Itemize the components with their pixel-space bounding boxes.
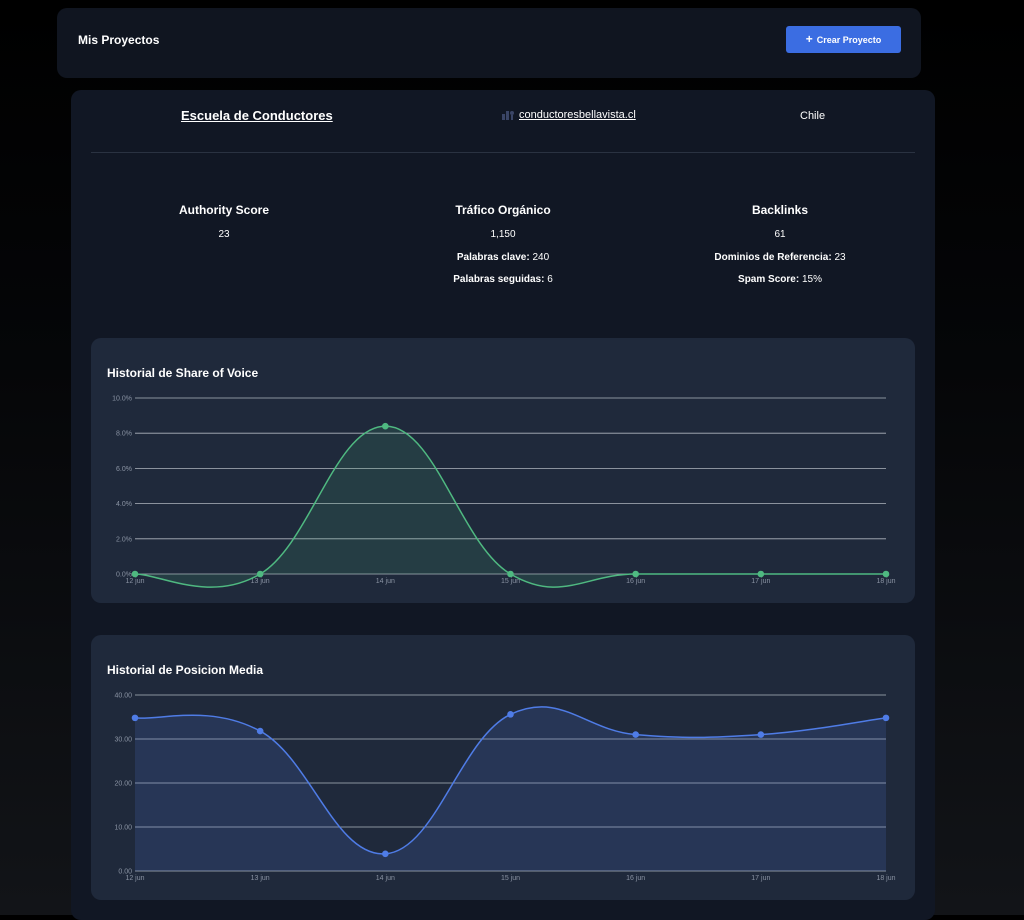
series-area xyxy=(135,426,886,588)
create-project-button[interactable]: + Crear Proyecto xyxy=(786,26,901,53)
y-tick-label: 20.00 xyxy=(114,781,132,788)
share-of-voice-title: Historial de Share of Voice xyxy=(107,366,259,380)
referring-domains-label: Dominios de Referencia: xyxy=(714,252,832,263)
data-point[interactable] xyxy=(632,731,639,738)
data-point[interactable] xyxy=(882,714,890,722)
authority-score-block: Authority Score 23 xyxy=(94,203,354,240)
average-position-chart: 0.00 10.00 20.00 30.00 40.00 12 jun 13 jun 14 j… xyxy=(114,693,895,883)
x-tick-label: 17 jun xyxy=(751,875,770,882)
x-tick-label: 13 jun xyxy=(251,875,270,882)
page-title: Mis Proyectos xyxy=(78,33,160,47)
authority-score-label: Authority Score xyxy=(178,203,269,217)
x-tick-label: 14 jun xyxy=(376,875,395,882)
share-of-voice-card: Historial de Share of Voice 0.0% 2.0% 4.0%… xyxy=(91,338,915,603)
x-tick-label: 15 jun xyxy=(501,875,520,882)
organic-traffic-block: Tráfico Orgánico 1,150 Palabras clave: 2… xyxy=(373,203,633,285)
project-domain[interactable]: conductoresbellavista.cl xyxy=(501,109,636,121)
referring-domains-row: Dominios de Referencia: 23 xyxy=(650,252,910,263)
x-tick-label: 16 jun xyxy=(626,578,645,585)
data-point[interactable] xyxy=(507,570,514,578)
x-tick-label: 14 jun xyxy=(376,578,395,585)
backlinks-label: Backlinks xyxy=(751,203,809,217)
data-point[interactable] xyxy=(507,711,514,718)
x-tick-label: 18 jun xyxy=(876,578,895,585)
x-tick-label: 16 jun xyxy=(626,875,645,882)
referring-domains-value: 23 xyxy=(834,252,846,263)
data-point[interactable] xyxy=(757,731,765,738)
x-tick-label: 18 jun xyxy=(876,875,895,882)
keywords-label: Palabras clave: xyxy=(456,252,530,263)
average-position-title: Historial de Posicion Media xyxy=(107,663,264,677)
organic-traffic-label: Tráfico Orgánico xyxy=(455,203,551,217)
authority-score-value: 23 xyxy=(218,229,230,240)
data-point[interactable] xyxy=(131,570,139,578)
y-tick-label: 30.00 xyxy=(114,737,132,744)
top-bar: Mis Proyectos + Crear Proyecto xyxy=(57,8,921,78)
data-point[interactable] xyxy=(256,570,264,578)
domain-link[interactable]: conductoresbellavista.cl xyxy=(519,109,636,121)
series-line xyxy=(134,425,886,588)
data-point[interactable] xyxy=(757,570,765,578)
favicon-icon xyxy=(502,111,514,120)
data-point[interactable] xyxy=(632,570,639,578)
x-tick-label: 12 jun xyxy=(125,875,144,882)
series-area xyxy=(135,706,886,871)
spam-score-row: Spam Score: 15% xyxy=(650,274,910,285)
organic-traffic-value: 1,150 xyxy=(490,229,516,240)
y-tick-label: 40.00 xyxy=(114,693,132,700)
y-tick-label: 6.0% xyxy=(116,466,132,473)
data-point[interactable] xyxy=(382,422,389,430)
project-card: Escuela de Conductores conductoresbellav… xyxy=(71,90,935,920)
tracked-keywords-label: Palabras seguidas: xyxy=(453,274,545,285)
data-point[interactable] xyxy=(256,727,264,735)
data-point[interactable] xyxy=(882,570,890,578)
create-project-label: Crear Proyecto xyxy=(816,34,882,45)
y-tick-label: 2.0% xyxy=(116,536,132,543)
keywords-row: Palabras clave: 240 xyxy=(373,252,633,263)
y-tick-label: 10.0% xyxy=(112,396,132,403)
y-tick-label: 4.0% xyxy=(116,501,132,508)
spam-score-value: 15% xyxy=(801,274,822,285)
backlinks-value: 61 xyxy=(774,229,786,240)
share-of-voice-chart: 0.0% 2.0% 4.0% 6.0% 8.0% 10.0% 12 jun 13 jun 14 … xyxy=(112,396,896,588)
x-tick-label: 17 jun xyxy=(751,578,770,585)
x-tick-label: 15 jun xyxy=(501,578,520,585)
project-name-link[interactable]: Escuela de Conductores xyxy=(181,108,333,123)
divider xyxy=(91,152,915,153)
tracked-keywords-row: Palabras seguidas: 6 xyxy=(373,274,633,285)
average-position-card: Historial de Posicion Media 0.00 10.00 20.… xyxy=(91,635,915,900)
plus-icon: + xyxy=(805,32,813,46)
x-tick-label: 12 jun xyxy=(125,578,144,585)
y-tick-label: 0.0% xyxy=(116,572,132,579)
project-country: Chile xyxy=(800,110,826,122)
x-tick-label: 13 jun xyxy=(251,578,270,585)
y-tick-label: 10.00 xyxy=(114,825,132,832)
tracked-keywords-value: 6 xyxy=(547,274,553,285)
y-tick-label: 8.0% xyxy=(116,431,132,438)
backlinks-block: Backlinks 61 Dominios de Referencia: 23 … xyxy=(650,203,910,285)
data-point[interactable] xyxy=(382,850,389,858)
spam-score-label: Spam Score: xyxy=(738,274,800,285)
keywords-value: 240 xyxy=(532,252,550,263)
data-point[interactable] xyxy=(131,714,139,722)
y-tick-label: 0.00 xyxy=(118,869,132,876)
